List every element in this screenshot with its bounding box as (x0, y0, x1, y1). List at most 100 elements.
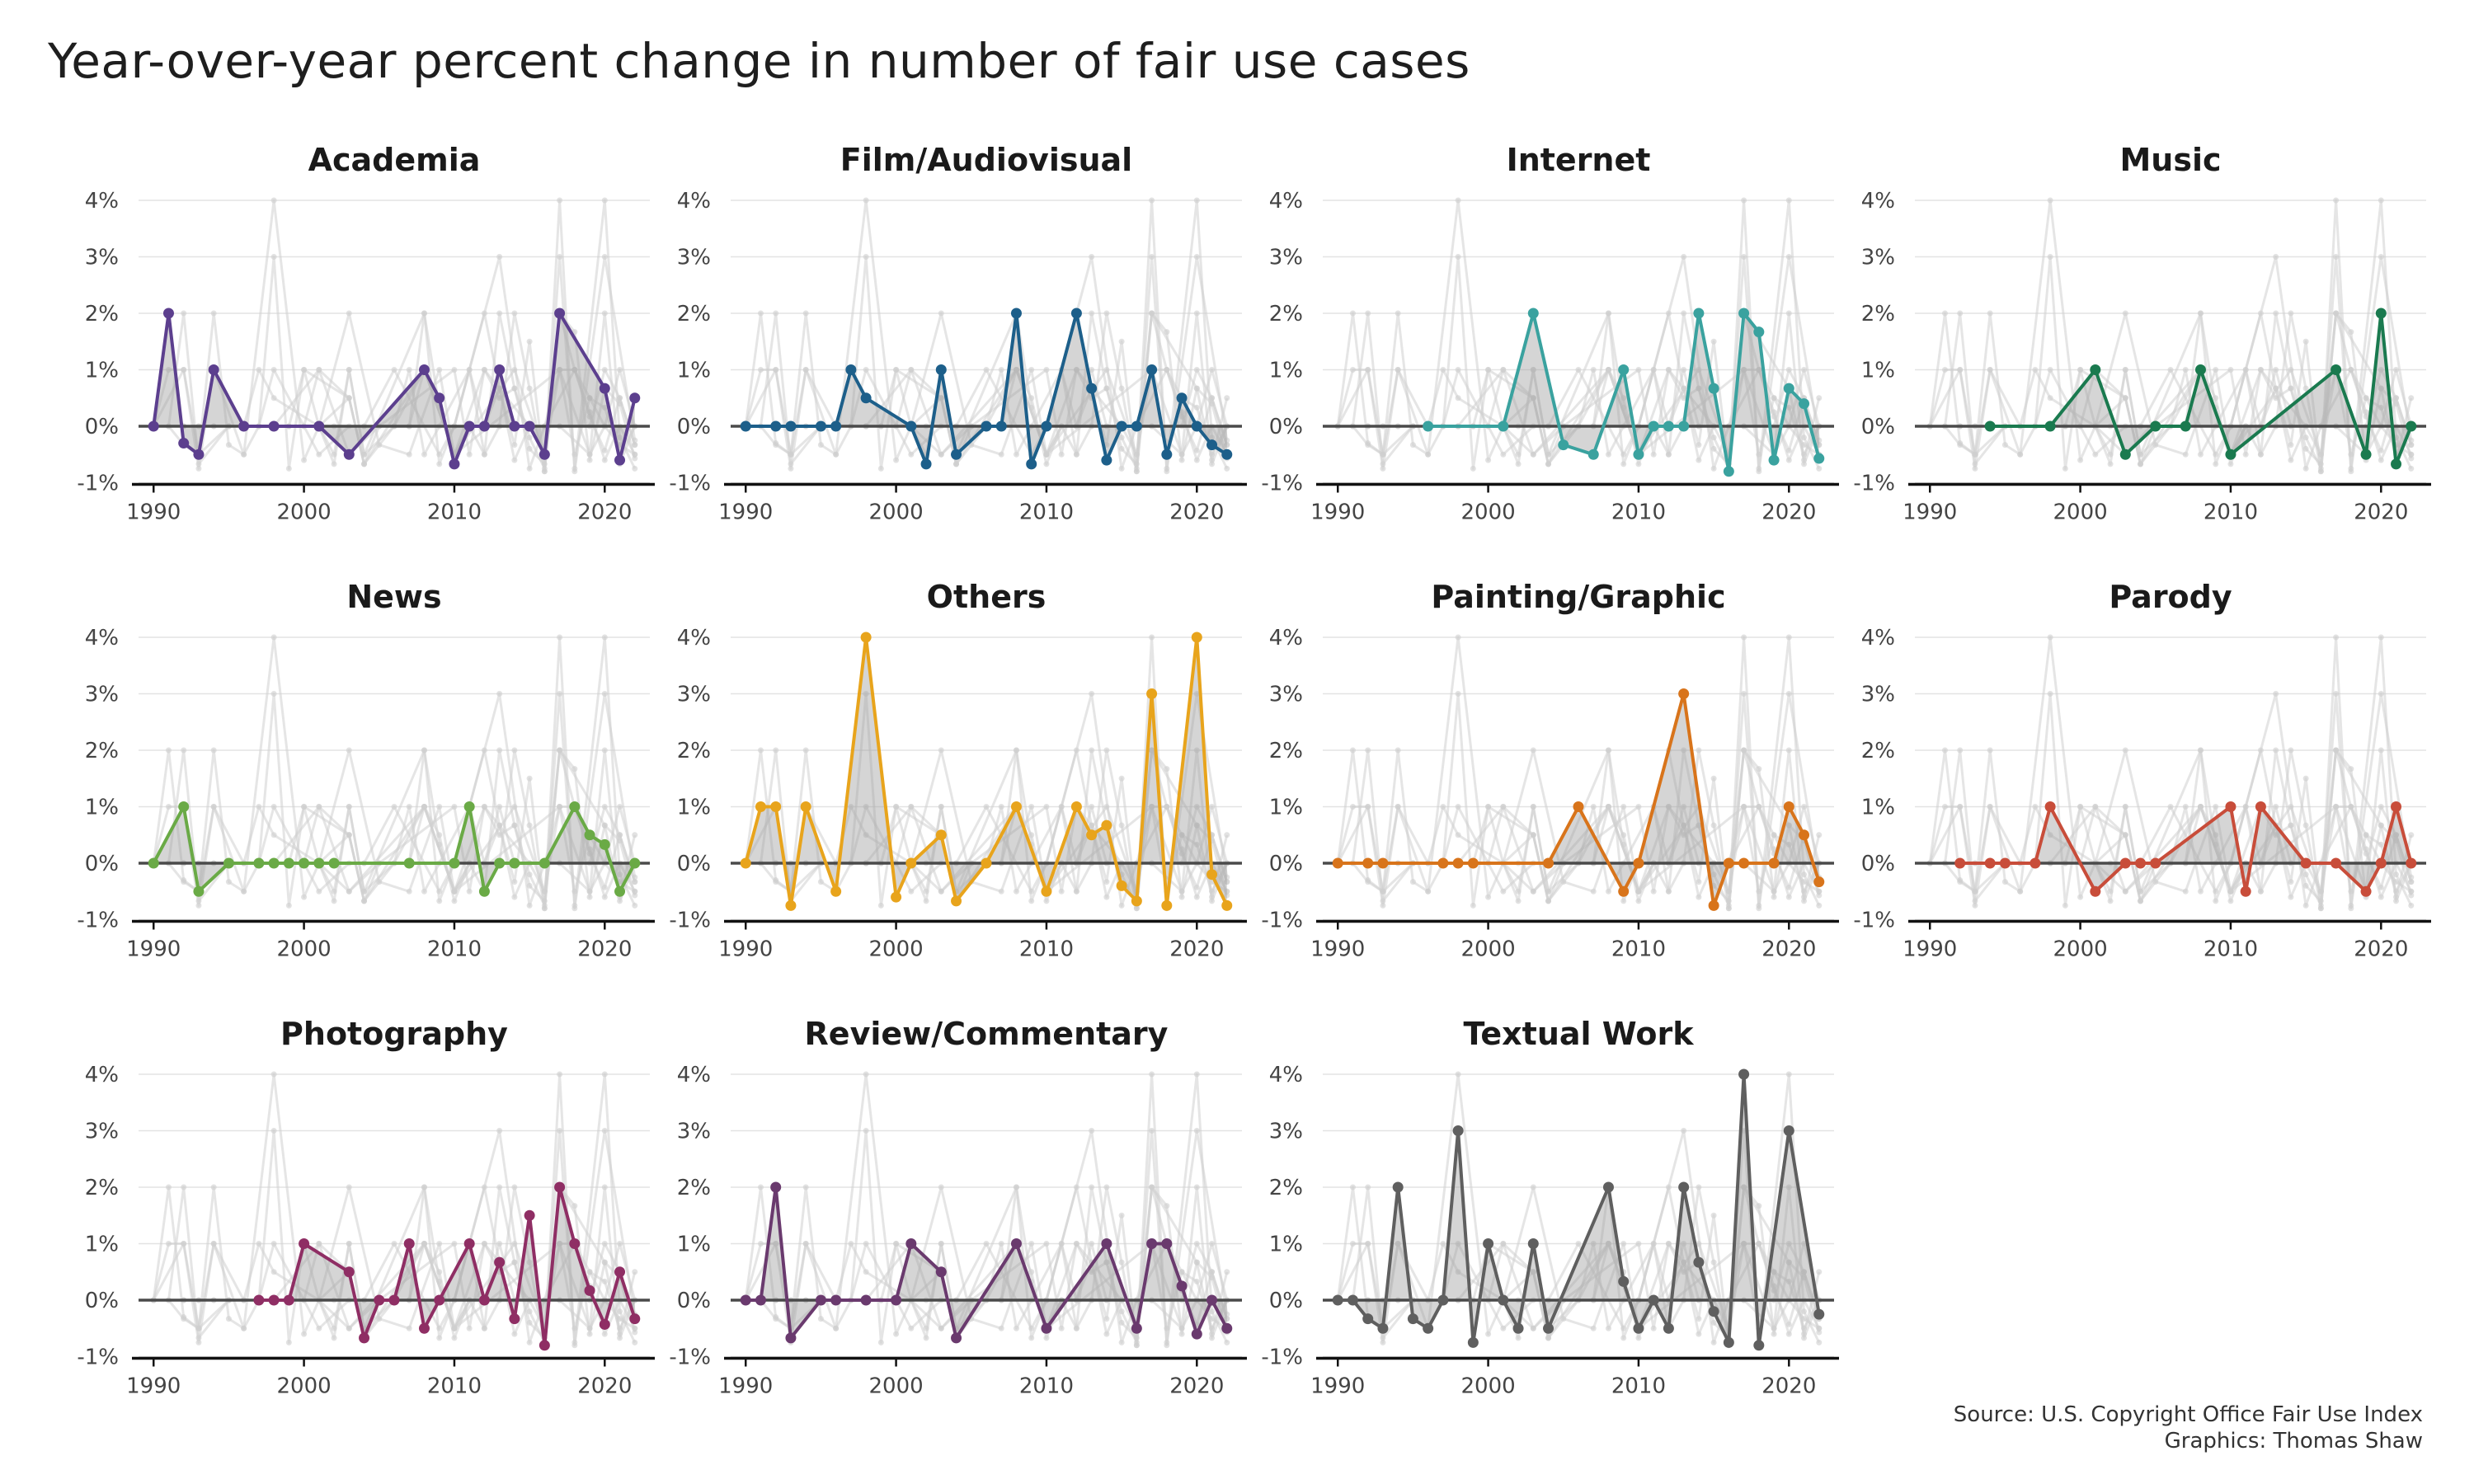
data-point (2360, 448, 2372, 460)
x-tick-label: 2020 (1761, 1374, 1816, 1399)
background-point (617, 898, 623, 904)
y-tick-label: -1% (1853, 909, 1895, 933)
background-point (481, 367, 487, 373)
data-point (1377, 857, 1389, 869)
data-point (1708, 383, 1719, 394)
background-point (1455, 691, 1461, 697)
background-point (270, 804, 277, 810)
background-point (1972, 902, 1978, 909)
data-point (1437, 1294, 1449, 1306)
background-point (983, 804, 990, 810)
background-point (346, 747, 352, 754)
background-point (1756, 766, 1762, 773)
y-tick-label: 1% (1269, 796, 1303, 820)
background-point (270, 254, 277, 260)
background-point (2378, 747, 2384, 754)
panel-parody: Parody -1% 0% 1% 2% 3% 4% 1990 2000 2010 2020 (1853, 579, 2431, 962)
background-point (1455, 804, 1461, 810)
x-tick-label: 2010 (1019, 937, 1074, 962)
background-point (1756, 468, 1762, 475)
background-point (2408, 874, 2415, 881)
background-point (1043, 1335, 1050, 1341)
data-point (584, 1284, 595, 1296)
y-tick-label: 1% (1269, 359, 1303, 383)
background-point (526, 338, 533, 345)
background-point (863, 1071, 869, 1078)
background-point (557, 1241, 563, 1247)
background-point (1972, 461, 1978, 467)
x-tick-label: 2010 (1019, 1374, 1074, 1399)
panel-news: News -1% 0% 1% 2% 3% 4% 1990 2000 2010 2020 (77, 579, 655, 962)
background-point (1590, 804, 1597, 810)
background-point (998, 804, 1004, 810)
data-point (569, 801, 581, 812)
background-point (1756, 1203, 1762, 1209)
series-line-film-audiovisual (745, 312, 1228, 466)
background-point (2302, 775, 2309, 782)
x-tick-label: 2020 (1761, 500, 1816, 525)
background-point (451, 804, 458, 810)
background-point (1365, 1241, 1371, 1247)
background-point (1178, 846, 1185, 852)
background-point (601, 894, 608, 900)
background-point (2288, 804, 2294, 810)
background-point (817, 442, 824, 448)
background-point (1193, 457, 1200, 463)
background-point (1103, 747, 1110, 754)
data-point (1738, 857, 1750, 869)
data-point (755, 1294, 766, 1306)
background-point (1696, 385, 1702, 392)
background-point (1785, 254, 1792, 260)
data-point (1648, 1294, 1659, 1306)
background-point (877, 902, 884, 909)
background-point (1178, 894, 1185, 900)
data-point (434, 392, 445, 404)
background-point (2408, 437, 2415, 444)
data-point (1753, 1340, 1765, 1351)
background-point (2273, 747, 2279, 754)
background-point (1650, 367, 1657, 373)
background-point (2333, 691, 2340, 697)
background-point (526, 1308, 533, 1315)
background-point (2213, 898, 2219, 904)
data-point (770, 801, 782, 812)
background-point (2378, 404, 2384, 411)
x-tick-label: 1990 (1903, 500, 1957, 525)
background-point (1193, 1184, 1200, 1190)
background-point (833, 451, 840, 458)
background-point (2047, 197, 2053, 204)
background-point (466, 888, 473, 895)
y-tick-label: 4% (85, 1063, 119, 1087)
background-point (923, 1335, 929, 1341)
background-point (632, 437, 638, 444)
background-point (1635, 888, 1642, 895)
background-point (2138, 888, 2144, 895)
data-point (740, 857, 751, 869)
background-point (1224, 1311, 1230, 1317)
background-point (938, 451, 944, 458)
background-point (938, 804, 944, 810)
background-point (1349, 804, 1356, 810)
background-point (466, 1325, 473, 1331)
background-point (2257, 888, 2264, 895)
background-point (496, 1184, 503, 1190)
data-point (1146, 364, 1158, 375)
x-tick-label: 1990 (718, 937, 773, 962)
background-point (526, 775, 533, 782)
data-point (2331, 857, 2342, 869)
background-point (2363, 832, 2369, 838)
background-point (346, 888, 352, 895)
background-point (2378, 634, 2384, 641)
x-tick-label: 2020 (2354, 937, 2408, 962)
background-point (436, 898, 443, 904)
data-point (434, 1294, 445, 1306)
data-point (935, 1266, 947, 1278)
background-point (2257, 367, 2264, 373)
data-point (2150, 857, 2161, 869)
data-point (1407, 1313, 1418, 1325)
data-point (1467, 857, 1479, 869)
background-point (1164, 468, 1170, 475)
background-point (938, 747, 944, 754)
background-point (436, 1241, 443, 1247)
background-point (1178, 1269, 1185, 1275)
